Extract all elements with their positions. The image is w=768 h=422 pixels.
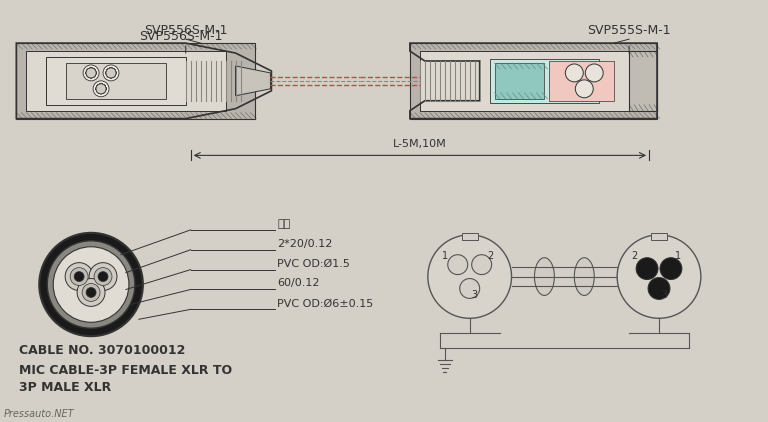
Text: 2: 2 bbox=[631, 251, 637, 261]
Text: 2: 2 bbox=[488, 251, 494, 261]
Circle shape bbox=[86, 68, 96, 78]
Circle shape bbox=[86, 68, 96, 78]
Circle shape bbox=[636, 258, 658, 279]
Circle shape bbox=[86, 68, 96, 78]
Text: Pressauto.NET: Pressauto.NET bbox=[3, 408, 74, 419]
Text: PVC OD:Ø6±0.15: PVC OD:Ø6±0.15 bbox=[277, 298, 374, 308]
Bar bbox=[629, 51, 657, 111]
Ellipse shape bbox=[574, 258, 594, 295]
Circle shape bbox=[96, 84, 106, 94]
Circle shape bbox=[448, 255, 468, 275]
Bar bbox=[490, 59, 599, 103]
Text: SVP556S-M-1: SVP556S-M-1 bbox=[139, 30, 223, 43]
Text: 3P MALE XLR: 3P MALE XLR bbox=[19, 381, 111, 394]
Bar bbox=[16, 43, 256, 119]
Circle shape bbox=[98, 272, 108, 281]
Text: 2*20/0.12: 2*20/0.12 bbox=[277, 239, 333, 249]
Circle shape bbox=[53, 247, 129, 322]
Circle shape bbox=[82, 284, 100, 301]
Bar bbox=[462, 233, 478, 240]
Text: 棉线: 棉线 bbox=[277, 219, 290, 229]
Circle shape bbox=[96, 84, 106, 94]
Text: 60/0.12: 60/0.12 bbox=[277, 279, 320, 289]
Circle shape bbox=[106, 68, 116, 78]
Circle shape bbox=[94, 268, 112, 286]
Circle shape bbox=[585, 64, 603, 82]
Circle shape bbox=[65, 262, 93, 290]
Bar bbox=[46, 57, 186, 105]
Circle shape bbox=[106, 68, 116, 78]
Circle shape bbox=[86, 68, 96, 78]
Text: 3: 3 bbox=[472, 290, 478, 300]
Circle shape bbox=[39, 233, 143, 336]
Circle shape bbox=[565, 64, 583, 82]
Circle shape bbox=[70, 268, 88, 286]
Circle shape bbox=[86, 68, 96, 78]
Circle shape bbox=[86, 287, 96, 298]
Ellipse shape bbox=[535, 258, 554, 295]
Text: PVC OD:Ø1.5: PVC OD:Ø1.5 bbox=[277, 259, 350, 269]
Text: CABLE NO. 3070100012: CABLE NO. 3070100012 bbox=[19, 344, 186, 357]
Circle shape bbox=[575, 80, 593, 98]
Text: L-5M,10M: L-5M,10M bbox=[393, 139, 447, 149]
Circle shape bbox=[617, 235, 701, 318]
Bar bbox=[549, 61, 614, 101]
Circle shape bbox=[96, 84, 106, 94]
Bar bbox=[410, 43, 657, 119]
Circle shape bbox=[460, 279, 480, 298]
Circle shape bbox=[86, 68, 96, 78]
Text: SVP555S-M-1: SVP555S-M-1 bbox=[588, 24, 671, 37]
Circle shape bbox=[47, 241, 135, 328]
Circle shape bbox=[106, 68, 116, 78]
Circle shape bbox=[648, 278, 670, 300]
Bar bbox=[651, 233, 667, 240]
Circle shape bbox=[74, 272, 84, 281]
Circle shape bbox=[472, 255, 492, 275]
Circle shape bbox=[83, 65, 99, 81]
Circle shape bbox=[106, 68, 116, 78]
Text: MIC CABLE-3P FEMALE XLR TO: MIC CABLE-3P FEMALE XLR TO bbox=[19, 364, 233, 377]
Bar bbox=[26, 51, 226, 111]
Circle shape bbox=[96, 84, 106, 94]
Circle shape bbox=[103, 65, 119, 81]
Circle shape bbox=[96, 84, 106, 94]
Circle shape bbox=[106, 68, 116, 78]
Circle shape bbox=[89, 262, 117, 290]
Text: 3: 3 bbox=[661, 290, 667, 300]
Bar bbox=[420, 51, 639, 111]
Circle shape bbox=[96, 84, 106, 94]
Polygon shape bbox=[236, 66, 270, 96]
Bar bbox=[495, 63, 545, 99]
Circle shape bbox=[106, 68, 116, 78]
Text: 1: 1 bbox=[675, 251, 681, 261]
Bar bbox=[66, 63, 166, 99]
Circle shape bbox=[96, 84, 106, 94]
Text: 1: 1 bbox=[442, 251, 448, 261]
Circle shape bbox=[428, 235, 511, 318]
Circle shape bbox=[660, 258, 682, 279]
Circle shape bbox=[77, 279, 105, 306]
Text: SVP556S-M-1: SVP556S-M-1 bbox=[144, 24, 227, 37]
Circle shape bbox=[96, 84, 106, 94]
Circle shape bbox=[93, 81, 109, 97]
Circle shape bbox=[106, 68, 116, 78]
Circle shape bbox=[106, 68, 116, 78]
Circle shape bbox=[86, 68, 96, 78]
Circle shape bbox=[86, 68, 96, 78]
